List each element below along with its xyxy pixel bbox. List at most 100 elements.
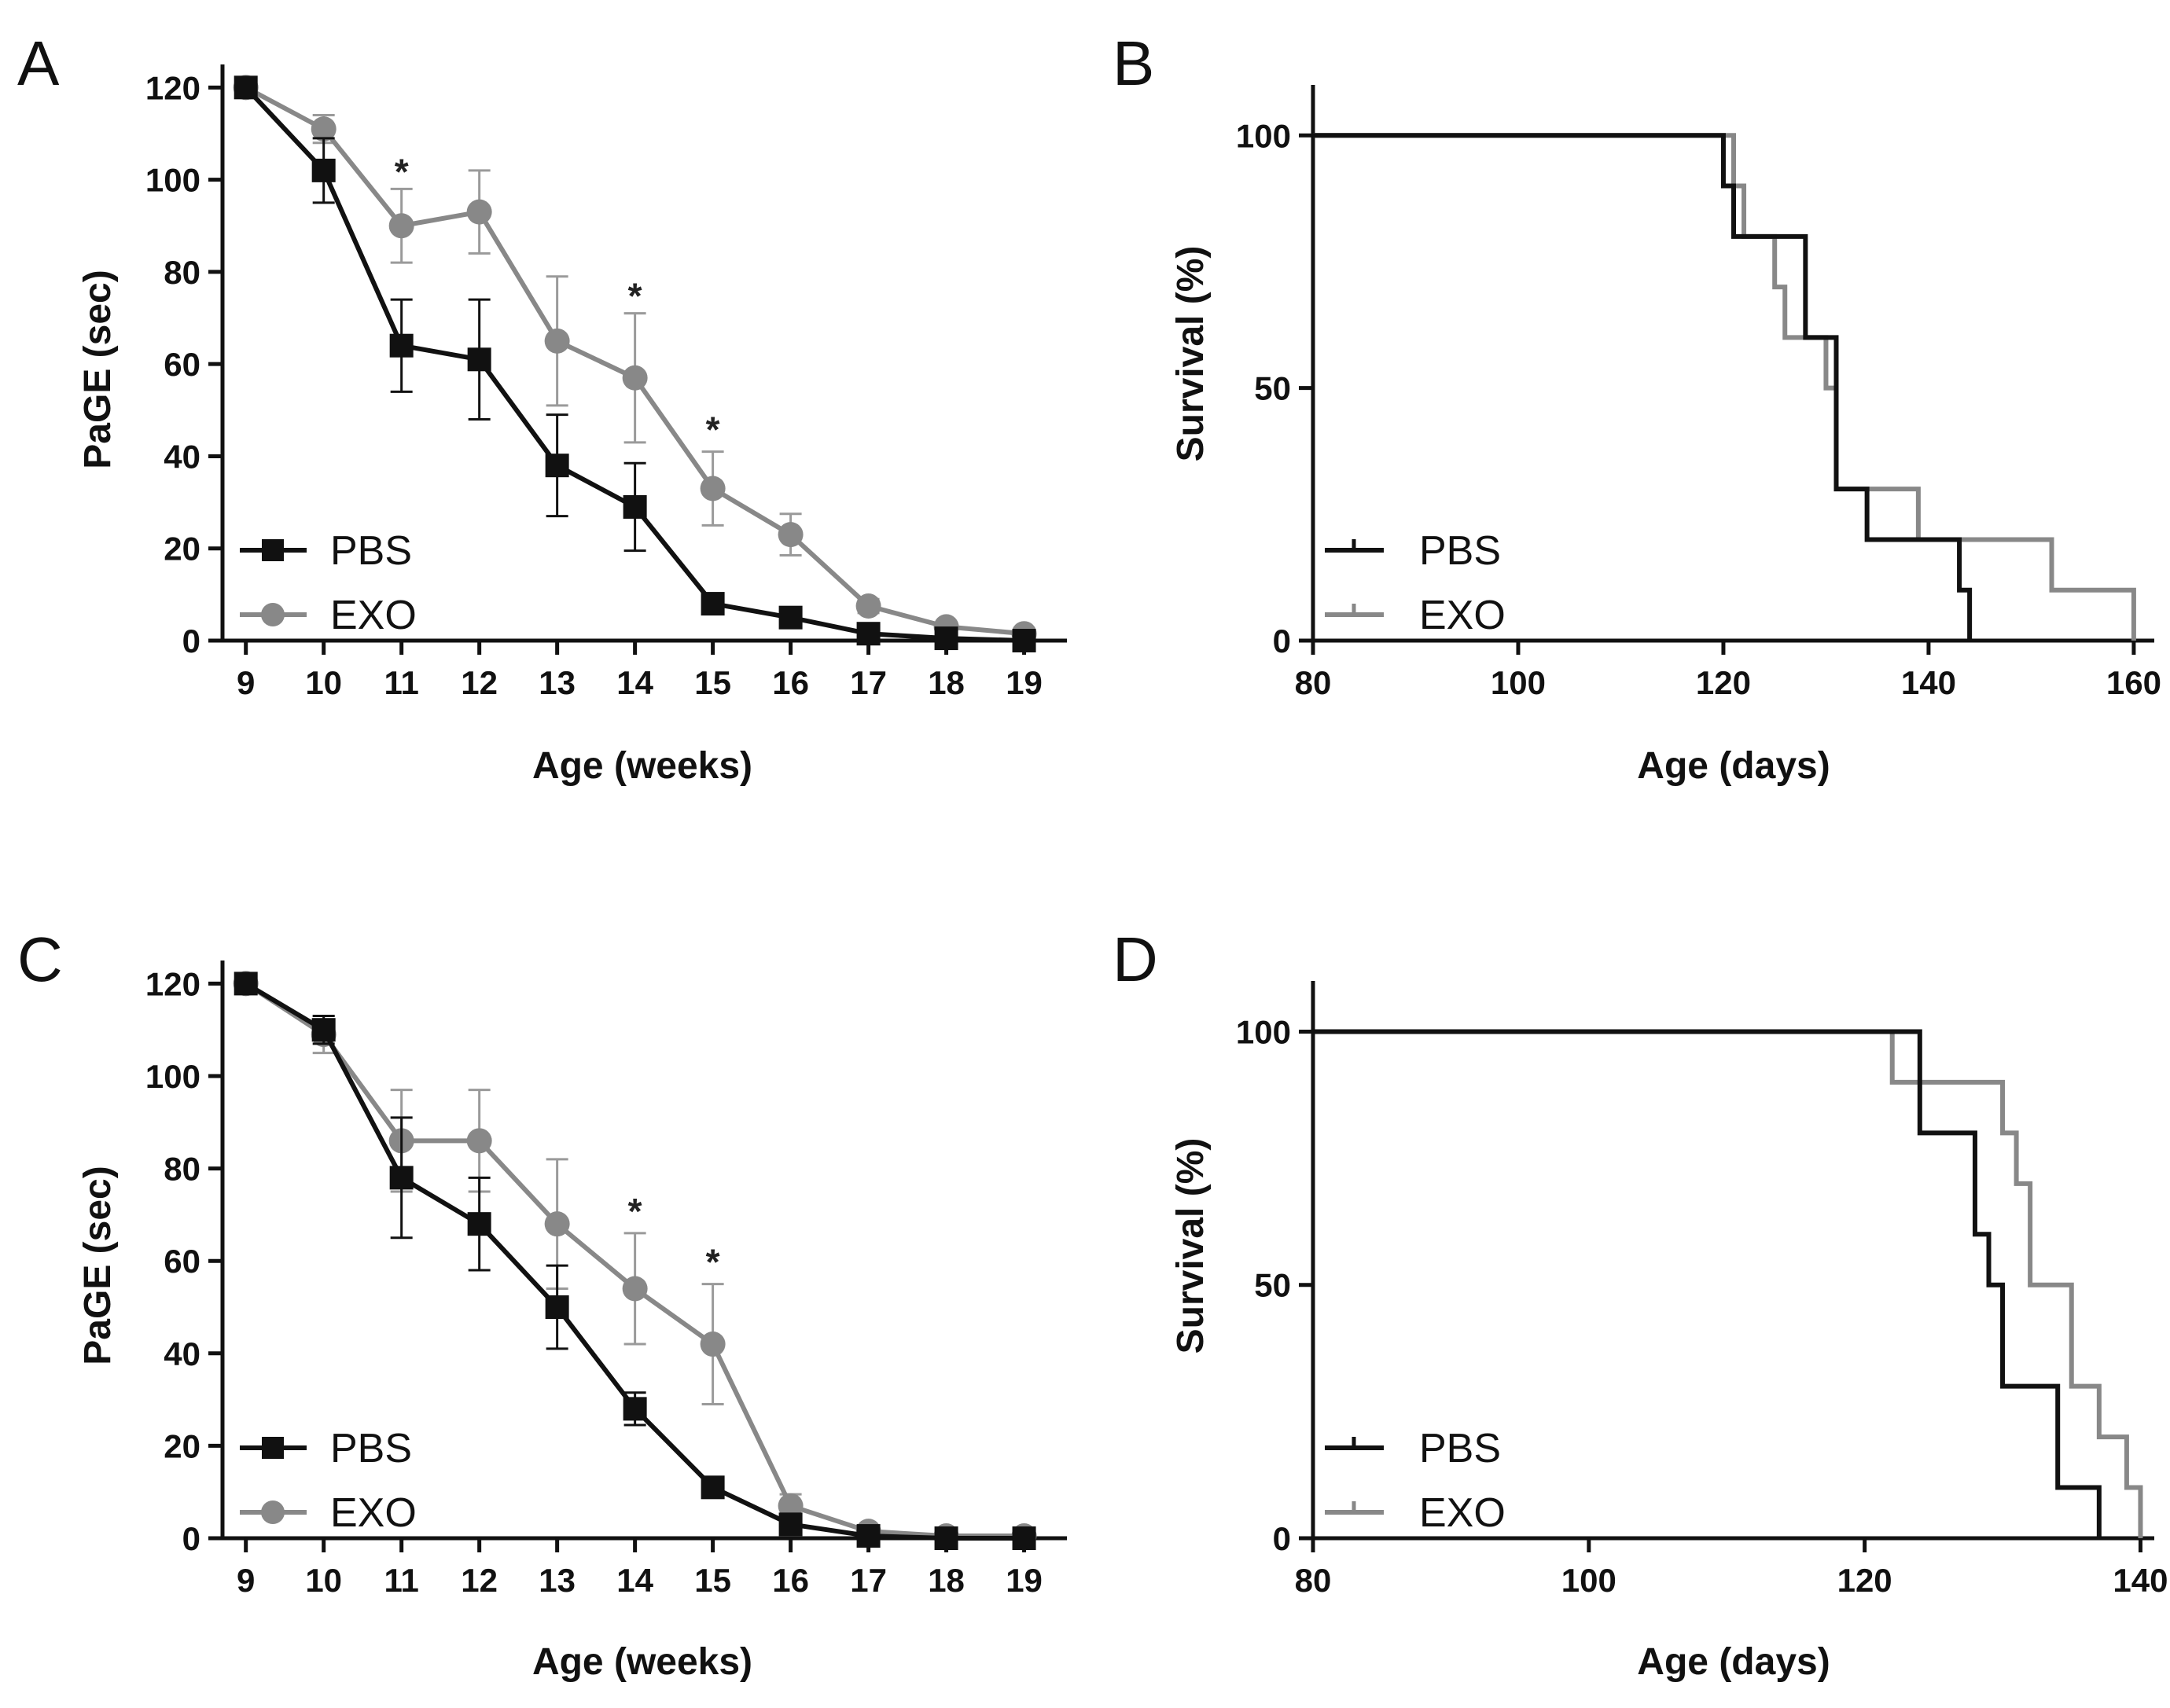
panel-c-y-tick-label: 60	[164, 1243, 200, 1280]
legend-pbs-square-marker	[262, 539, 284, 561]
panel-c-pbs-point	[389, 1166, 414, 1190]
panel-c-pbs-point	[1012, 1526, 1036, 1550]
panel-letter-a: A	[17, 28, 60, 98]
panel-c-x-tick-label: 11	[384, 1562, 418, 1599]
panel-c-pbs-point	[778, 1512, 803, 1537]
legend-exo-circle-marker	[261, 603, 285, 626]
legend-exo-label: EXO	[330, 593, 417, 638]
legend-exo-label: EXO	[1419, 593, 1506, 638]
panel-a-pbs-point	[856, 622, 881, 646]
panel-d-plot: 0 50 100 80 100 120 140	[1236, 981, 2168, 1599]
panel-a-x-axis-label: Age (weeks)	[532, 745, 752, 787]
panel-a-pbs-point	[389, 333, 414, 358]
panel-d: D 0 50 100 80 100 120 140 Age (days) Survival …	[1113, 924, 2168, 1683]
panel-c-x-tick-label: 12	[461, 1562, 498, 1599]
panel-a-pbs-point	[467, 347, 491, 372]
panel-d-x-tick-label: 100	[1561, 1562, 1616, 1599]
panel-a-x-tick-label: 17	[850, 664, 887, 701]
panel-a-pbs-point	[701, 592, 725, 616]
panel-b-exo-survival-curve	[1313, 133, 2136, 641]
panel-c-exo-point	[700, 1332, 726, 1357]
panel-a-exo-point	[311, 116, 337, 142]
panel-a-x-tick-label: 11	[384, 664, 418, 701]
panel-d-y-tick-label: 0	[1273, 1520, 1291, 1557]
panel-b: B 0 50 100 80 100 120 140 160 Age (days) Surviv…	[1113, 28, 2161, 787]
panel-a-legend: PBS EXO	[240, 528, 417, 638]
panel-c: C 0 20 40 60 80 100 120 9 10 11 12 13 14 15 16 17 18 19 * *…	[17, 924, 1067, 1683]
panel-c-y-tick-label: 120	[145, 965, 200, 1002]
panel-d-y-axis-label: Survival (%)	[1170, 1138, 1212, 1354]
panel-b-x-tick-label: 100	[1491, 664, 1546, 701]
panel-c-x-tick-label: 19	[1006, 1562, 1043, 1599]
panel-a-significance-asterisk: *	[395, 151, 409, 192]
panel-letter-c: C	[17, 924, 63, 994]
panel-a-y-tick-label: 0	[182, 623, 200, 659]
panel-a-x-tick-label: 13	[539, 664, 576, 701]
panel-c-y-tick-label: 40	[164, 1335, 200, 1372]
panel-b-y-axis-label: Survival (%)	[1170, 246, 1212, 462]
panel-a-y-tick-label: 60	[164, 346, 200, 383]
panel-a-y-tick-label: 100	[145, 162, 200, 199]
legend-pbs-square-marker	[262, 1437, 284, 1459]
panel-d-legend: PBS EXO	[1325, 1426, 1506, 1536]
panel-d-x-tick-label: 140	[2113, 1562, 2168, 1599]
panel-a-pbs-point	[1012, 629, 1036, 652]
panel-a-plot: 0 20 40 60 80 100 120 9 10 11 12 13 14 15 16 17 18 19 * * *	[145, 64, 1067, 701]
panel-b-x-axis-label: Age (days)	[1637, 745, 1830, 787]
panel-letter-b: B	[1113, 28, 1154, 98]
panel-a: A 0 20 40 60 80 100 120 9 10 11 12 13 14 15 16 17 18 19 * *…	[17, 28, 1067, 787]
panel-b-x-tick-label: 160	[2106, 664, 2161, 701]
panel-a-exo-point	[700, 476, 726, 501]
panel-c-x-tick-label: 10	[305, 1562, 342, 1599]
panel-c-exo-point	[778, 1493, 804, 1519]
panel-a-y-tick-label: 40	[164, 438, 200, 475]
panel-d-x-axis-label: Age (days)	[1637, 1641, 1830, 1683]
panel-a-exo-point	[778, 522, 804, 548]
panel-b-x-tick-label: 120	[1696, 664, 1751, 701]
panel-b-pbs-survival-curve	[1313, 133, 1973, 641]
panel-c-pbs-point	[934, 1526, 958, 1550]
panel-letter-d: D	[1113, 924, 1158, 994]
panel-a-exo-point	[544, 328, 570, 354]
panel-a-y-tick-label: 120	[145, 69, 200, 106]
panel-d-pbs-survival-curve	[1313, 1029, 2102, 1538]
panel-b-plot: 0 50 100 80 100 120 140 160	[1236, 85, 2161, 701]
panel-c-pbs-point	[856, 1524, 881, 1548]
panel-b-x-tick-label: 80	[1295, 664, 1332, 701]
panel-a-x-tick-label: 15	[694, 664, 731, 701]
panel-a-pbs-point	[234, 75, 258, 100]
panel-b-y-tick-label: 50	[1254, 370, 1291, 407]
panel-b-y-tick-label: 100	[1236, 117, 1291, 154]
panel-a-y-tick-label: 20	[164, 531, 200, 567]
panel-d-y-tick-label: 100	[1236, 1013, 1291, 1050]
panel-a-pbs-point	[623, 494, 647, 519]
panel-c-pbs-point	[467, 1212, 491, 1236]
legend-pbs-label: PBS	[1419, 528, 1501, 574]
panel-a-pbs-point	[545, 454, 569, 478]
panel-c-y-tick-label: 0	[182, 1520, 200, 1557]
panel-c-y-tick-label: 80	[164, 1151, 200, 1188]
panel-c-y-axis-label: PaGE (sec)	[77, 1166, 119, 1365]
panel-d-x-tick-label: 120	[1837, 1562, 1892, 1599]
panel-b-y-tick-label: 0	[1273, 623, 1291, 659]
panel-c-x-tick-label: 16	[772, 1562, 809, 1599]
legend-pbs-label: PBS	[1419, 1426, 1501, 1471]
panel-a-y-tick-label: 80	[164, 254, 200, 291]
panel-c-legend: PBS EXO	[240, 1426, 417, 1536]
panel-a-x-tick-label: 19	[1006, 664, 1043, 701]
panel-a-x-tick-label: 12	[461, 664, 498, 701]
panel-c-x-tick-label: 17	[850, 1562, 887, 1599]
panel-a-exo-point	[388, 213, 414, 239]
panel-c-exo-point	[466, 1128, 492, 1154]
panel-a-pbs-point	[311, 158, 336, 182]
panel-a-pbs-point	[934, 626, 958, 651]
panel-c-exo-point	[544, 1211, 570, 1237]
panel-c-exo-point	[622, 1276, 648, 1302]
panel-c-x-tick-label: 14	[616, 1562, 653, 1599]
legend-exo-circle-marker	[261, 1500, 285, 1524]
panel-a-exo-point	[855, 593, 881, 619]
panel-c-pbs-point	[234, 972, 258, 996]
panel-c-x-tick-label: 18	[928, 1562, 965, 1599]
panel-c-significance-asterisk: *	[706, 1242, 720, 1283]
